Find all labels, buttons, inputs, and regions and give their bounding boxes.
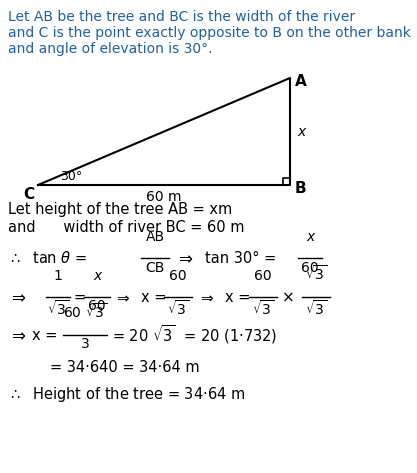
Text: 60: 60	[169, 269, 187, 283]
Text: $\Rightarrow$: $\Rightarrow$	[198, 289, 215, 305]
Text: CB: CB	[145, 261, 165, 275]
Text: and angle of elevation is 30°.: and angle of elevation is 30°.	[8, 42, 213, 56]
Text: $\sqrt{3}$: $\sqrt{3}$	[167, 299, 189, 318]
Text: 60: 60	[88, 299, 106, 313]
Text: x: x	[93, 269, 101, 283]
Text: C: C	[23, 187, 34, 202]
Text: 60 m: 60 m	[146, 190, 182, 204]
Text: x: x	[297, 125, 305, 139]
Text: 30°: 30°	[60, 170, 82, 183]
Text: B: B	[295, 181, 306, 196]
Text: $\sqrt{3}$: $\sqrt{3}$	[47, 299, 69, 318]
Text: x =: x =	[32, 327, 58, 342]
Text: x =: x =	[141, 289, 166, 305]
Text: =: =	[74, 289, 86, 305]
Text: and C is the point exactly opposite to B on the other bank: and C is the point exactly opposite to B…	[8, 26, 411, 40]
Text: $\sqrt{3}$: $\sqrt{3}$	[305, 299, 327, 318]
Text: and      width of river BC = 60 m: and width of river BC = 60 m	[8, 220, 244, 235]
Text: $\therefore$  Height of the tree = 34·64 m: $\therefore$ Height of the tree = 34·64 …	[8, 385, 246, 404]
Text: A: A	[295, 74, 307, 89]
Text: $\Rightarrow$: $\Rightarrow$	[8, 326, 26, 344]
Text: AB: AB	[146, 230, 165, 244]
Text: = 34·640 = 34·64 m: = 34·640 = 34·64 m	[50, 360, 200, 375]
Text: $\therefore$  tan $\theta$ =: $\therefore$ tan $\theta$ =	[8, 250, 87, 266]
Text: 3: 3	[80, 337, 89, 351]
Text: Let height of the tree AB = xm: Let height of the tree AB = xm	[8, 202, 232, 217]
Text: x =: x =	[225, 289, 250, 305]
Text: 60: 60	[301, 261, 319, 275]
Text: $\Rightarrow$: $\Rightarrow$	[175, 249, 193, 267]
Text: x: x	[306, 230, 314, 244]
Text: $\sqrt{3}$: $\sqrt{3}$	[305, 264, 327, 283]
Text: 1: 1	[53, 269, 63, 283]
Text: 60: 60	[254, 269, 272, 283]
Text: 60 $\sqrt{3}$: 60 $\sqrt{3}$	[63, 302, 107, 321]
Text: $\Rightarrow$: $\Rightarrow$	[114, 289, 131, 305]
Text: tan 30° =: tan 30° =	[205, 251, 281, 265]
Text: Let AB be the tree and BC is the width of the river: Let AB be the tree and BC is the width o…	[8, 10, 355, 24]
Text: $\Rightarrow$: $\Rightarrow$	[8, 288, 26, 306]
Text: $\times$: $\times$	[281, 289, 294, 305]
Text: = 20 $\sqrt{3}$  = 20 (1·732): = 20 $\sqrt{3}$ = 20 (1·732)	[112, 324, 277, 346]
Text: $\sqrt{3}$: $\sqrt{3}$	[252, 299, 274, 318]
